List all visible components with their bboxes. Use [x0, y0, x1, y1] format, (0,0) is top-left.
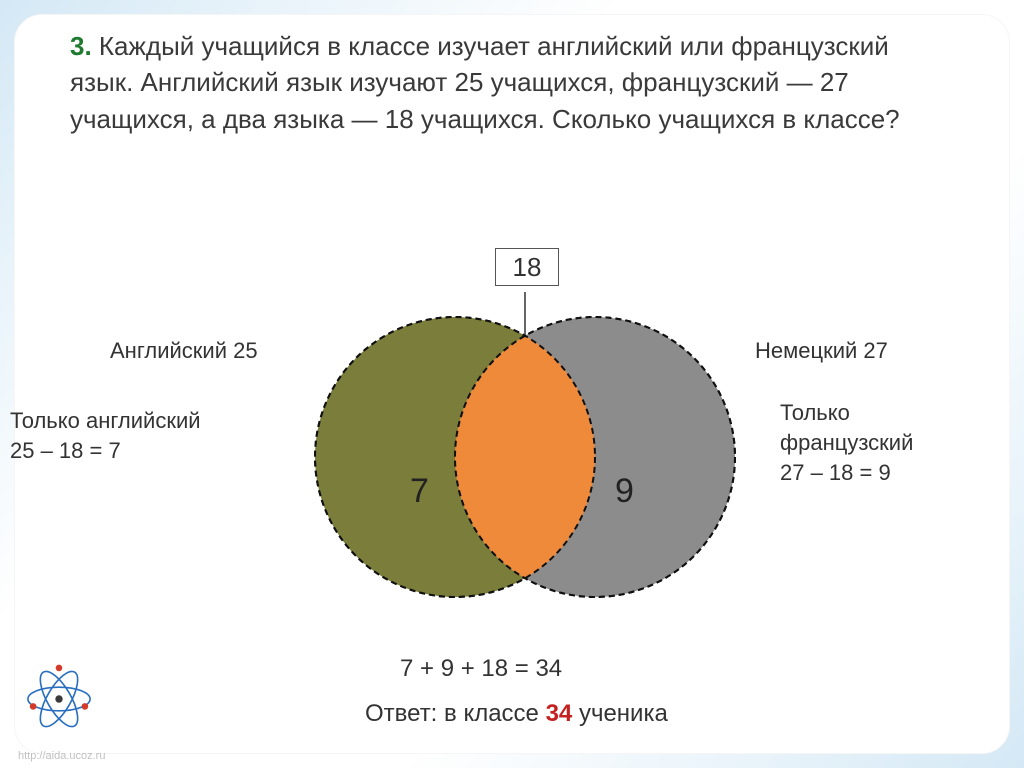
footer-url: http://aida.ucoz.ru: [18, 750, 105, 762]
slide: 3. Каждый учащийся в классе изучает англ…: [0, 0, 1024, 768]
problem-body: Каждый учащийся в классе изучает английс…: [70, 31, 900, 134]
answer-suffix: ученика: [572, 700, 668, 727]
label-only-english: Только английский: [10, 408, 201, 434]
answer-value: 34: [546, 700, 573, 727]
answer-prefix: Ответ: в классе: [365, 700, 546, 727]
label-only-french-eq: 27 – 18 = 9: [780, 460, 891, 486]
intersection-value: 18: [513, 252, 542, 282]
problem-text: 3. Каждый учащийся в классе изучает англ…: [70, 28, 940, 137]
venn-left-value: 7: [410, 472, 429, 510]
intersection-value-box: 18: [495, 248, 559, 286]
solution-sum: 7 + 9 + 18 = 34: [400, 655, 562, 683]
label-only-french-2: французский: [780, 430, 913, 456]
venn-diagram: 7 9: [300, 292, 740, 612]
label-german-total: Немецкий 27: [755, 338, 888, 364]
label-english-total: Английский 25: [110, 338, 258, 364]
atom-icon: [22, 662, 96, 736]
label-only-english-eq: 25 – 18 = 7: [10, 438, 121, 464]
venn-right-value: 9: [615, 472, 634, 510]
label-only-french-1: Только: [780, 400, 850, 426]
solution-answer: Ответ: в классе 34 ученика: [365, 700, 668, 728]
problem-number: 3.: [70, 31, 92, 61]
